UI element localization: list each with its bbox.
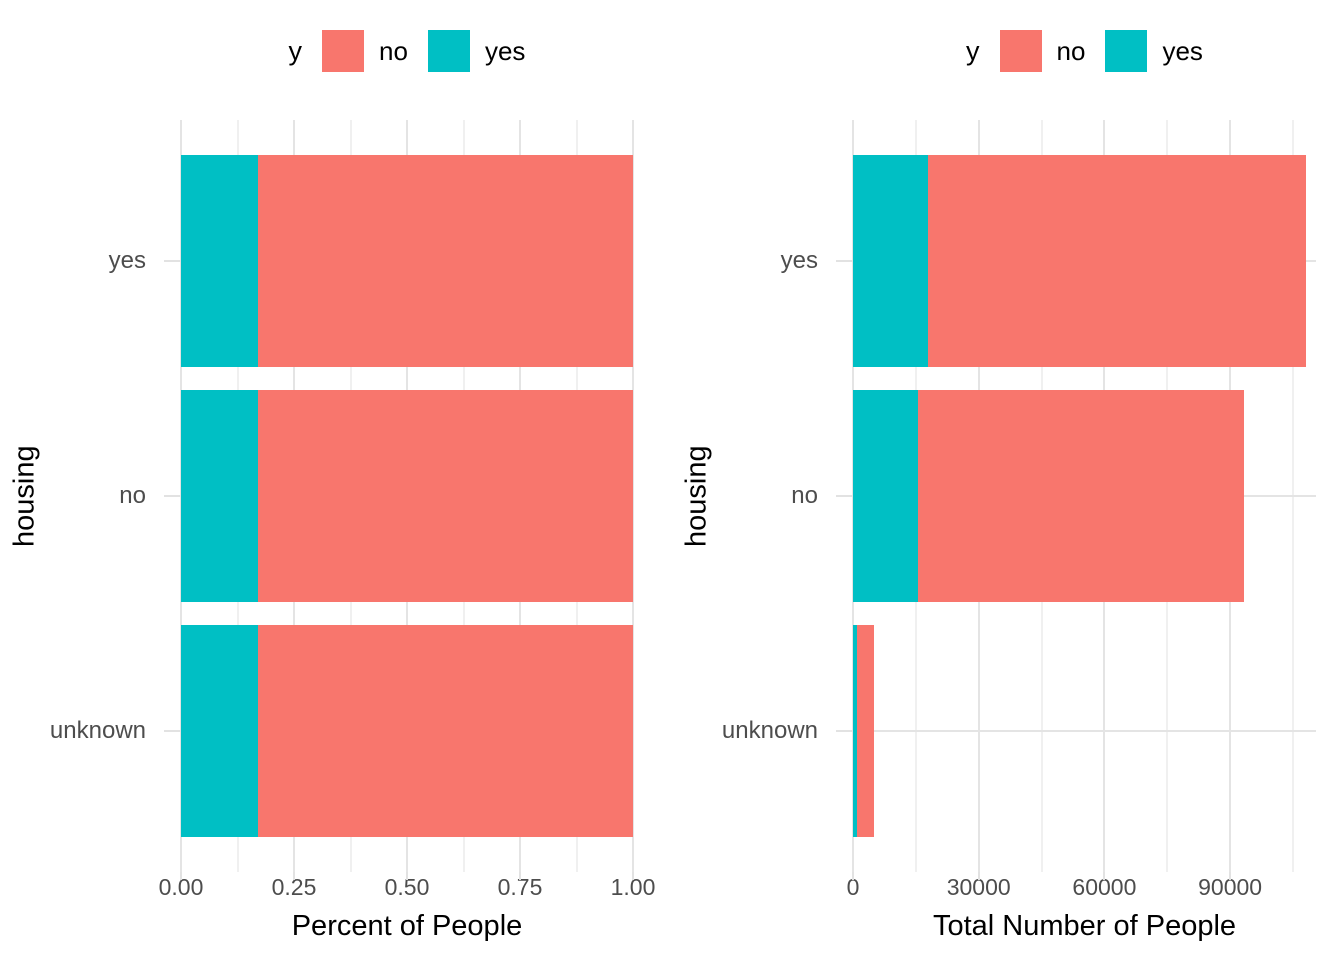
bar-yes-no (928, 155, 1306, 367)
y-tick-label: no (119, 482, 146, 509)
x-tick-mark (293, 872, 295, 880)
y-tick-mark (164, 730, 181, 732)
yes-swatch (1105, 30, 1148, 72)
legend-title: y (288, 35, 303, 66)
bar-unknown-yes (181, 625, 258, 837)
legend-label-no: no (379, 35, 408, 66)
legend-label-yes: yes (1162, 35, 1203, 66)
category-gridline (853, 730, 1316, 732)
legend-entry-yes: yes (1105, 30, 1203, 72)
legend: y no yes (853, 30, 1316, 72)
legend-entry-yes: yes (427, 30, 526, 72)
legend-title: y (966, 35, 980, 66)
bar-no-yes (853, 390, 918, 602)
y-axis-title: housing (8, 445, 41, 547)
bar-yes-yes (853, 155, 929, 367)
y-tick-mark (836, 730, 853, 732)
bar-no-no (257, 390, 633, 602)
no-swatch (322, 30, 365, 72)
bar-unknown-no (856, 625, 874, 837)
legend: y no yes (181, 30, 633, 72)
x-tick-mark (180, 872, 182, 880)
x-tick-label: 0 (846, 874, 860, 900)
x-tick-mark (1229, 872, 1232, 880)
y-tick-label: yes (780, 247, 818, 274)
y-tick-mark (836, 495, 853, 497)
x-tick-mark (519, 872, 521, 880)
x-axis-title: Total Number of People (932, 910, 1237, 942)
major-gridline (632, 120, 634, 872)
y-tick-mark (164, 495, 181, 497)
bar-no-no (917, 390, 1244, 602)
y-tick-label: unknown (49, 717, 146, 744)
x-axis-title: Percent of People (291, 910, 523, 942)
bar-unknown-yes (853, 625, 857, 837)
bar-no-yes (181, 390, 258, 602)
legend-entry-no: no (999, 30, 1086, 72)
bar-yes-yes (181, 155, 258, 367)
plot-panel (852, 120, 1316, 872)
legend-label-yes: yes (484, 35, 526, 66)
legend-label-no: no (1056, 35, 1086, 66)
no-swatch (999, 30, 1042, 72)
legend-entry-no: no (322, 30, 408, 72)
y-tick-label: yes (108, 247, 146, 274)
y-tick-label: no (791, 482, 818, 509)
y-axis-title: housing (680, 445, 713, 547)
percent-chart: y no yes housing Percent of People yes no… (8, 30, 655, 942)
y-tick-mark (836, 260, 853, 262)
yes-swatch (427, 30, 470, 72)
x-tick-mark (977, 872, 980, 880)
count-chart: y no yes housing Total Number of People … (672, 0, 1344, 960)
bar-unknown-no (257, 625, 633, 837)
bar-yes-no (257, 155, 633, 367)
y-tick-mark (164, 260, 181, 262)
plot-panel (180, 120, 634, 872)
y-tick-label: unknown (721, 717, 818, 744)
x-tick-mark (406, 872, 408, 880)
x-tick-mark (1103, 872, 1106, 880)
x-tick-mark (852, 872, 854, 880)
x-tick-mark (632, 872, 634, 880)
